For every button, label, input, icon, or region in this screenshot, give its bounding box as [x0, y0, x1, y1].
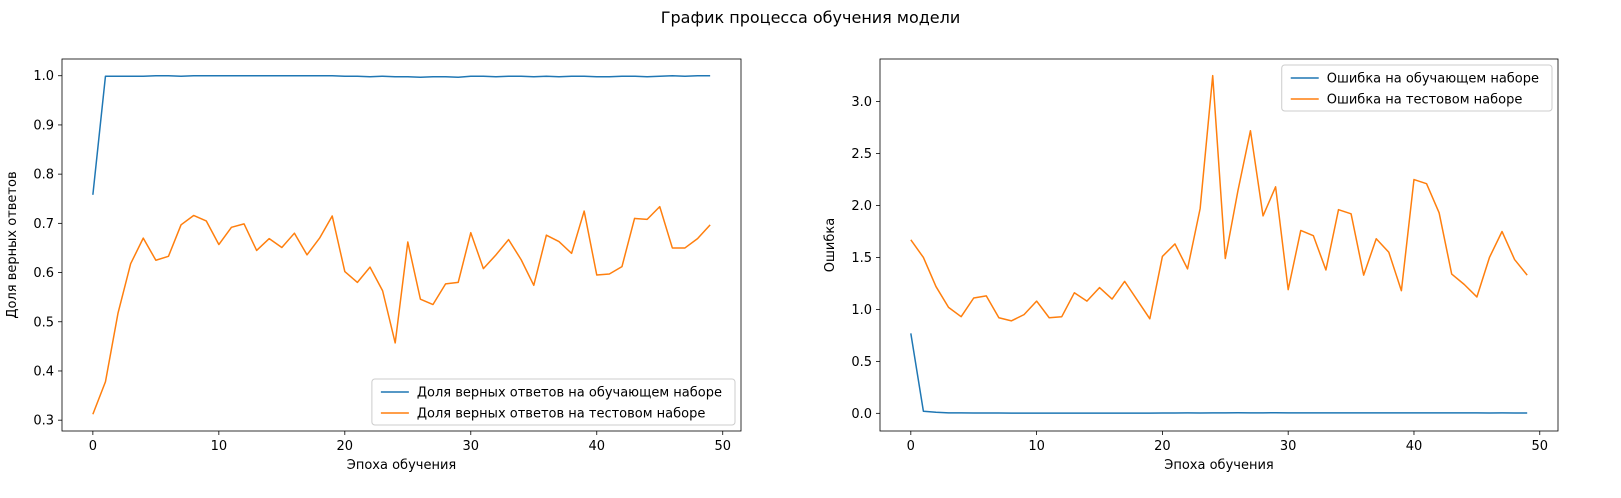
loss-y-tick-label: 1.0: [851, 303, 872, 318]
loss-x-tick-label: 0: [907, 439, 915, 454]
accuracy-x-tick-label: 0: [89, 439, 97, 454]
accuracy-legend-train-label: Доля верных ответов на обучающем наборе: [417, 386, 722, 401]
loss-x-tick-label: 20: [1154, 439, 1171, 454]
loss-x-tick-label: 40: [1406, 439, 1423, 454]
loss-x-ticks: 0 10 20 30 40 50: [907, 431, 1548, 454]
loss-x-axis-label: Эпоха обучения: [1164, 458, 1273, 473]
accuracy-x-tick-label: 20: [337, 439, 354, 454]
accuracy-x-tick-label: 30: [463, 439, 480, 454]
accuracy-lines: [92, 74, 711, 415]
loss-series-train-line: [910, 333, 1528, 414]
accuracy-x-tick-label: 40: [588, 439, 605, 454]
accuracy-plot-area: 0 10 20 30 40 50 0.3 0.4 0.5 0.6 0.7 0.8 0.9 1.0: [33, 58, 742, 454]
accuracy-y-tick-label: 0.8: [33, 168, 54, 183]
figure-title: График процесса обучения модели: [660, 8, 961, 27]
accuracy-y-tick-label: 0.7: [33, 217, 54, 232]
loss-y-axis-label: Ошибка: [823, 218, 838, 272]
accuracy-chart: 0 10 20 30 40 50 0.3 0.4 0.5 0.6 0.7 0.8 0.9 1.0 Эпо…: [5, 58, 742, 473]
accuracy-x-tick-label: 50: [714, 439, 731, 454]
accuracy-series-train-line: [92, 74, 711, 195]
loss-y-tick-label: 1.5: [851, 251, 872, 266]
accuracy-x-ticks: 0 10 20 30 40 50: [89, 431, 731, 454]
accuracy-y-tick-label: 0.4: [33, 364, 54, 379]
accuracy-y-tick-label: 0.3: [33, 414, 54, 429]
accuracy-series-test-line: [92, 205, 711, 415]
loss-y-tick-label: 3.0: [851, 95, 872, 110]
accuracy-y-tick-label: 1.0: [33, 69, 54, 84]
accuracy-legend-box: [371, 378, 736, 426]
loss-legend: Ошибка на обучающем наборе Ошибка на тес…: [1281, 64, 1553, 112]
accuracy-y-ticks: 0.3 0.4 0.5 0.6 0.7 0.8 0.9 1.0: [33, 69, 62, 429]
accuracy-y-axis-label: Доля верных ответов: [5, 171, 20, 318]
loss-y-tick-label: 0.0: [851, 407, 872, 422]
loss-y-tick-label: 2.0: [851, 199, 872, 214]
loss-x-tick-label: 30: [1280, 439, 1297, 454]
accuracy-legend: Доля верных ответов на обучающем наборе …: [371, 378, 736, 426]
loss-lines: [910, 74, 1528, 414]
loss-plot-area: 0 10 20 30 40 50 0.0 0.5 1.0 1.5 2.0 2.5 3.0: [851, 58, 1559, 454]
accuracy-x-axis-label: Эпоха обучения: [347, 458, 456, 473]
accuracy-y-tick-label: 0.6: [33, 266, 54, 281]
loss-legend-box: [1281, 64, 1553, 112]
loss-chart: 0 10 20 30 40 50 0.0 0.5 1.0 1.5 2.0 2.5 3.0 Эпоха …: [823, 58, 1559, 473]
accuracy-y-tick-label: 0.5: [33, 315, 54, 330]
accuracy-axes-frame: [61, 58, 742, 432]
loss-legend-test-label: Ошибка на тестовом наборе: [1327, 93, 1523, 108]
loss-y-tick-label: 0.5: [851, 355, 872, 370]
loss-series-test-line: [910, 74, 1528, 322]
loss-y-ticks: 0.0 0.5 1.0 1.5 2.0 2.5 3.0: [851, 95, 880, 422]
accuracy-y-tick-label: 0.9: [33, 118, 54, 133]
loss-legend-train-label: Ошибка на обучающем наборе: [1327, 72, 1539, 87]
loss-y-tick-label: 2.5: [851, 147, 872, 162]
loss-axes-frame: [879, 58, 1559, 432]
accuracy-legend-test-label: Доля верных ответов на тестовом наборе: [417, 407, 705, 422]
loss-x-tick-label: 50: [1531, 439, 1548, 454]
accuracy-x-tick-label: 10: [211, 439, 228, 454]
loss-x-tick-label: 10: [1028, 439, 1045, 454]
